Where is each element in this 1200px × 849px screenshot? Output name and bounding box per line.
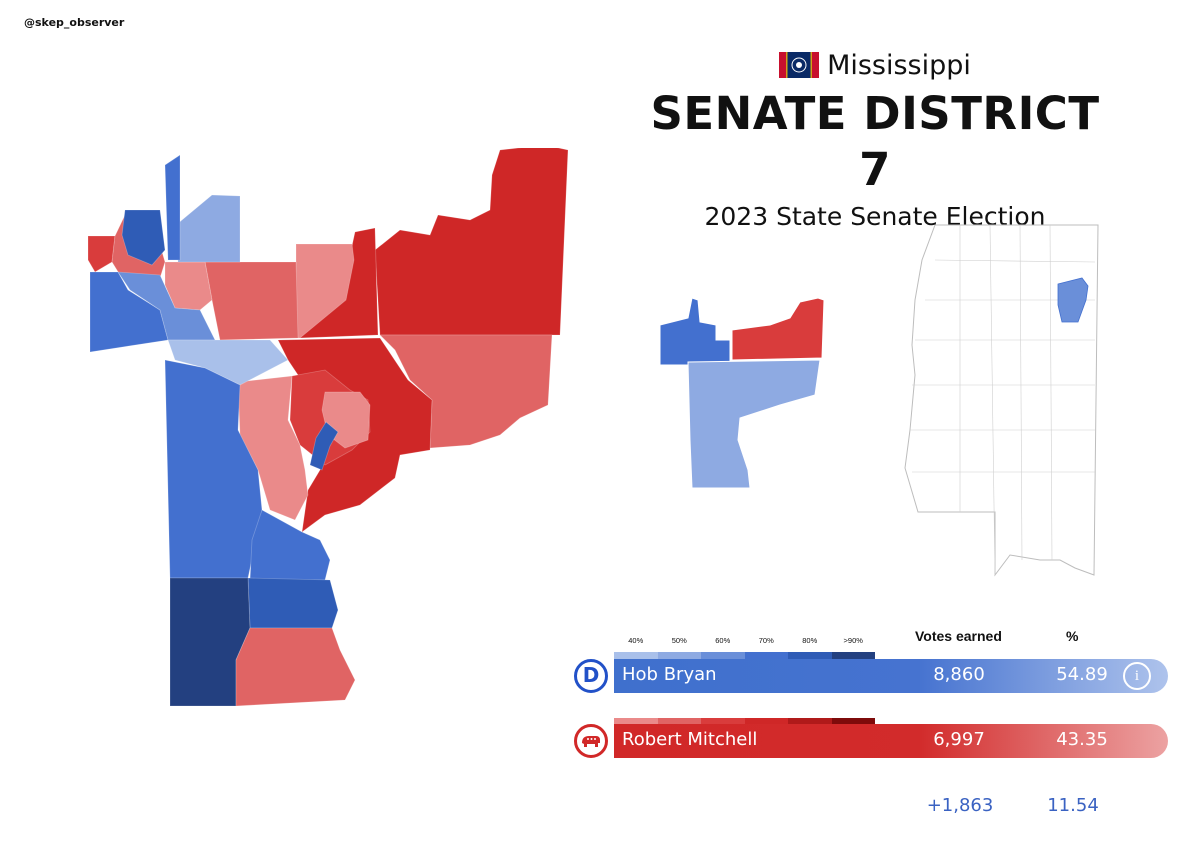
info-icon[interactable]: i (1123, 662, 1151, 690)
precinct-city-blue (309, 421, 339, 471)
scale-label: 40% (628, 636, 644, 645)
dem-swatch (788, 652, 832, 659)
rep-swatch (744, 718, 788, 725)
margin-votes: +1,863 (926, 795, 994, 816)
candidate-votes: 8,860 (933, 664, 985, 685)
margin-percent: 11.54 (1047, 795, 1099, 816)
district-county-map (659, 297, 825, 489)
district-title: SENATE DISTRICT 7 (650, 87, 1100, 196)
precinct-east (379, 334, 553, 449)
rep-swatch (657, 718, 701, 725)
dem-color-scale (614, 652, 875, 659)
scale-label: >90% (843, 636, 863, 645)
dem-swatch (831, 652, 875, 659)
candidate-name: Hob Bryan (622, 664, 717, 685)
mississippi-flag-icon (779, 52, 820, 78)
scale-label: 60% (715, 636, 731, 645)
precinct-south-mid-blue (247, 577, 339, 629)
candidate-percent: 54.89 (1056, 664, 1108, 685)
precinct-northeast (374, 148, 569, 336)
precinct-south-red (235, 627, 356, 707)
candidate-votes: 6,997 (933, 729, 985, 750)
precinct-nw-red (87, 235, 116, 273)
dem-swatch (701, 652, 745, 659)
precinct-south-blue (249, 509, 331, 581)
dem-swatch (657, 652, 701, 659)
scale-label: 50% (671, 636, 687, 645)
precinct-nw-light-blue (175, 194, 241, 263)
county-south (687, 359, 821, 489)
dem-swatch (744, 652, 788, 659)
state-locator-map (904, 224, 1099, 577)
rep-swatch (831, 718, 875, 725)
candidate-name: Robert Mitchell (622, 729, 758, 750)
dem-swatch (614, 652, 658, 659)
county-northwest (659, 297, 731, 366)
candidate-bar-dem: Hob Bryan 8,860 54.89 i (614, 659, 1168, 693)
precinct-nw-dark-blue (121, 209, 166, 266)
percent-header: % (1066, 628, 1079, 644)
scale-labels: 40% 50% 60% 70% 80% >90% (614, 636, 875, 645)
republican-elephant-icon (574, 724, 608, 758)
state-row: Mississippi (650, 48, 1100, 82)
democrat-icon: D (574, 659, 608, 693)
state-outline (904, 224, 1099, 577)
rep-swatch (614, 718, 658, 725)
title-block: Mississippi SENATE DISTRICT 7 2023 State… (650, 48, 1100, 232)
precinct-nw-strip (164, 154, 181, 261)
county-northeast (731, 297, 825, 361)
rep-swatch (701, 718, 745, 725)
precinct-center-red-2 (204, 261, 299, 341)
scale-label: 70% (758, 636, 774, 645)
state-name: Mississippi (827, 49, 971, 81)
district-precinct-map (87, 148, 569, 707)
rep-color-scale (614, 718, 875, 725)
scale-label: 80% (802, 636, 818, 645)
votes-earned-header: Votes earned (915, 628, 1002, 644)
senate-district-7-highlight (1057, 277, 1089, 323)
candidate-bar-rep: Robert Mitchell 6,997 43.35 (614, 724, 1168, 758)
candidate-percent: 43.35 (1056, 729, 1108, 750)
rep-swatch (788, 718, 832, 725)
author-handle: @skep_observer (24, 16, 125, 29)
